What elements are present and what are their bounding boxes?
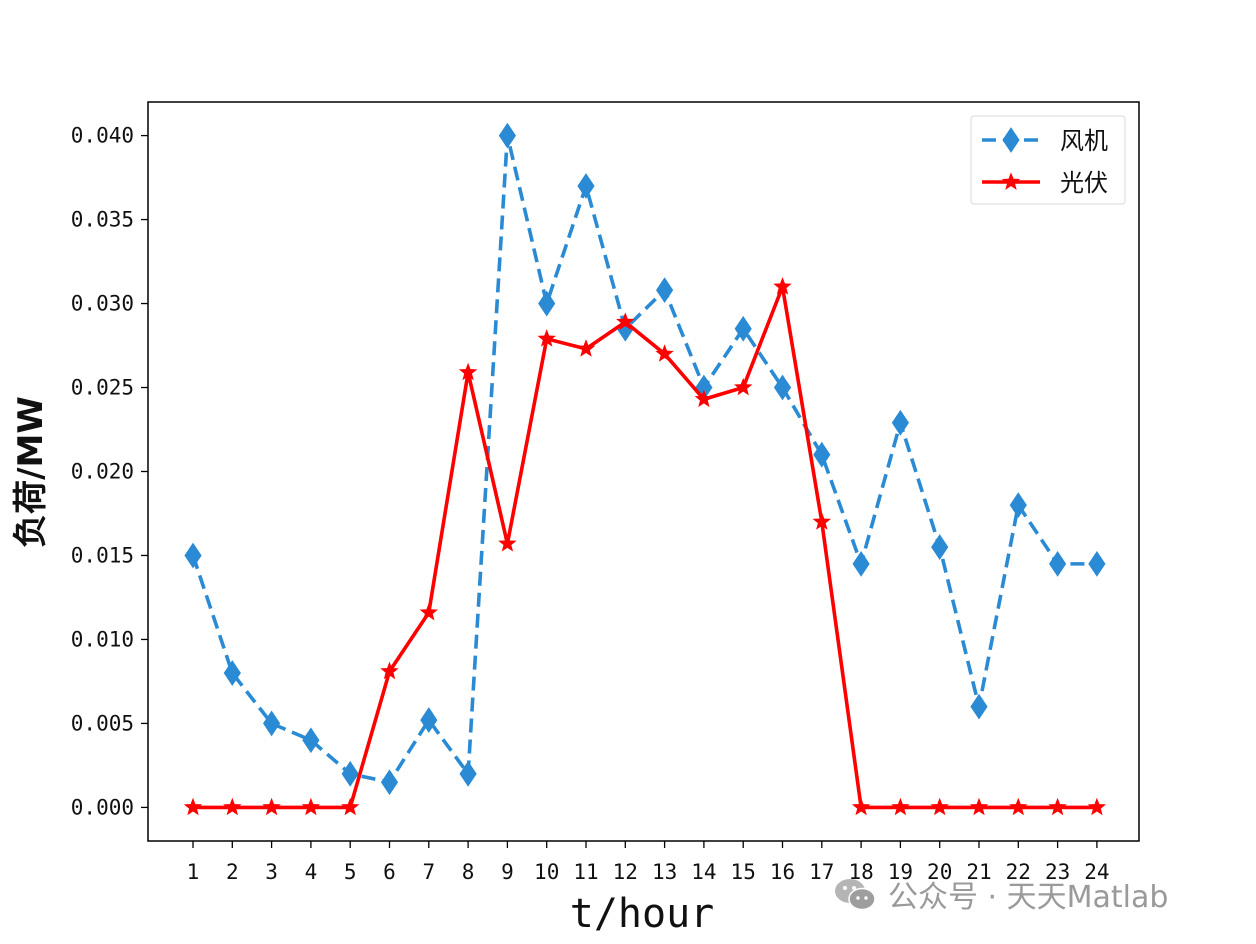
data-point — [891, 409, 910, 436]
data-point — [733, 377, 753, 396]
y-tick-label: 0.000 — [71, 795, 134, 819]
data-point — [773, 374, 792, 401]
data-point — [301, 797, 321, 816]
data-point — [420, 707, 438, 733]
y-axis: 0.000 0.005 0.010 0.015 0.020 0.025 0.030 0.035… — [71, 124, 148, 819]
x-tick-label: 4 — [305, 860, 318, 884]
data-point — [380, 661, 399, 680]
series-1 — [184, 122, 1106, 796]
wechat-icon — [835, 879, 876, 911]
legend-marker — [1002, 127, 1020, 153]
x-tick-label: 3 — [265, 860, 278, 884]
data-point — [773, 277, 792, 295]
data-point — [1048, 550, 1067, 577]
data-point — [223, 660, 241, 686]
data-point — [419, 602, 439, 621]
data-point — [538, 290, 556, 317]
data-point — [970, 693, 988, 720]
x-axis: 1 2 3 4 5 6 7 8 9 10 11 12 13 14 15 16 17 18 19 20 21 22 23 24 — [187, 841, 1110, 884]
data-point — [930, 797, 949, 816]
legend-marker — [1001, 172, 1021, 190]
x-tick-label: 5 — [344, 860, 357, 884]
data-point — [655, 344, 674, 362]
x-tick-label: 12 — [613, 860, 638, 884]
data-point — [262, 797, 281, 816]
data-point — [576, 339, 596, 357]
data-point — [734, 315, 752, 342]
x-tick-label: 6 — [383, 860, 396, 884]
x-tick-label: 17 — [809, 860, 834, 884]
y-tick-label: 0.015 — [71, 543, 134, 567]
y-tick-label: 0.030 — [71, 292, 134, 316]
data-point — [1087, 797, 1107, 816]
y-axis-label: 负荷/MW — [11, 396, 51, 548]
data-point — [498, 534, 517, 552]
data-point — [1088, 550, 1106, 577]
data-point — [537, 329, 556, 347]
data-point — [969, 797, 989, 816]
legend-label: 光伏 — [1060, 169, 1108, 197]
data-point — [223, 797, 242, 816]
x-tick-label: 20 — [927, 860, 952, 884]
data-point — [891, 797, 910, 816]
data-point — [577, 173, 595, 199]
data-point — [812, 512, 832, 530]
x-tick-label: 24 — [1084, 860, 1109, 884]
x-tick-label: 23 — [1045, 860, 1070, 884]
y-tick-label: 0.020 — [71, 460, 134, 484]
data-point — [380, 769, 399, 796]
y-tick-label: 0.005 — [71, 711, 134, 735]
x-tick-label: 15 — [731, 860, 756, 884]
data-point — [813, 441, 831, 468]
data-point — [341, 760, 359, 787]
x-tick-label: 8 — [462, 860, 475, 884]
data-point — [1009, 797, 1028, 816]
x-tick-label: 9 — [501, 860, 514, 884]
data-point — [459, 760, 477, 787]
data-point — [851, 797, 871, 816]
series-2 — [183, 277, 1107, 816]
x-tick-label: 13 — [652, 860, 677, 884]
y-tick-label: 0.025 — [71, 376, 134, 400]
y-tick-label: 0.040 — [71, 124, 134, 148]
x-tick-label: 21 — [966, 860, 991, 884]
data-point — [1009, 492, 1027, 518]
x-axis-label: t/hour — [570, 891, 715, 937]
data-point — [262, 710, 281, 737]
x-tick-label: 2 — [226, 860, 239, 884]
x-tick-label: 1 — [187, 860, 200, 884]
y-tick-label: 0.010 — [71, 627, 134, 651]
data-point — [340, 797, 360, 816]
y-tick-label: 0.035 — [71, 208, 134, 232]
x-tick-label: 19 — [888, 860, 913, 884]
data-point — [498, 122, 517, 149]
x-tick-label: 22 — [1006, 860, 1031, 884]
data-point — [458, 362, 478, 381]
data-point — [852, 550, 870, 577]
data-point — [655, 277, 674, 304]
x-tick-label: 16 — [770, 860, 795, 884]
x-tick-label: 14 — [691, 860, 716, 884]
data-point — [302, 727, 320, 754]
data-point — [183, 797, 203, 816]
x-tick-label: 7 — [422, 860, 435, 884]
series-layer — [183, 122, 1107, 816]
legend-label: 风机 — [1060, 127, 1108, 155]
series-line — [193, 284, 1097, 810]
plot-frame — [147, 101, 1140, 842]
x-tick-label: 11 — [573, 860, 598, 884]
data-point — [1048, 797, 1067, 816]
series-line — [191, 133, 1097, 785]
x-tick-label: 10 — [534, 860, 559, 884]
data-point — [931, 534, 949, 560]
watermark: 公众号 · 天天Matlab — [834, 872, 1168, 916]
data-point — [616, 312, 635, 330]
data-point — [694, 389, 714, 408]
data-point — [184, 542, 202, 569]
watermark-text: 公众号 · 天天Matlab — [888, 880, 1169, 915]
